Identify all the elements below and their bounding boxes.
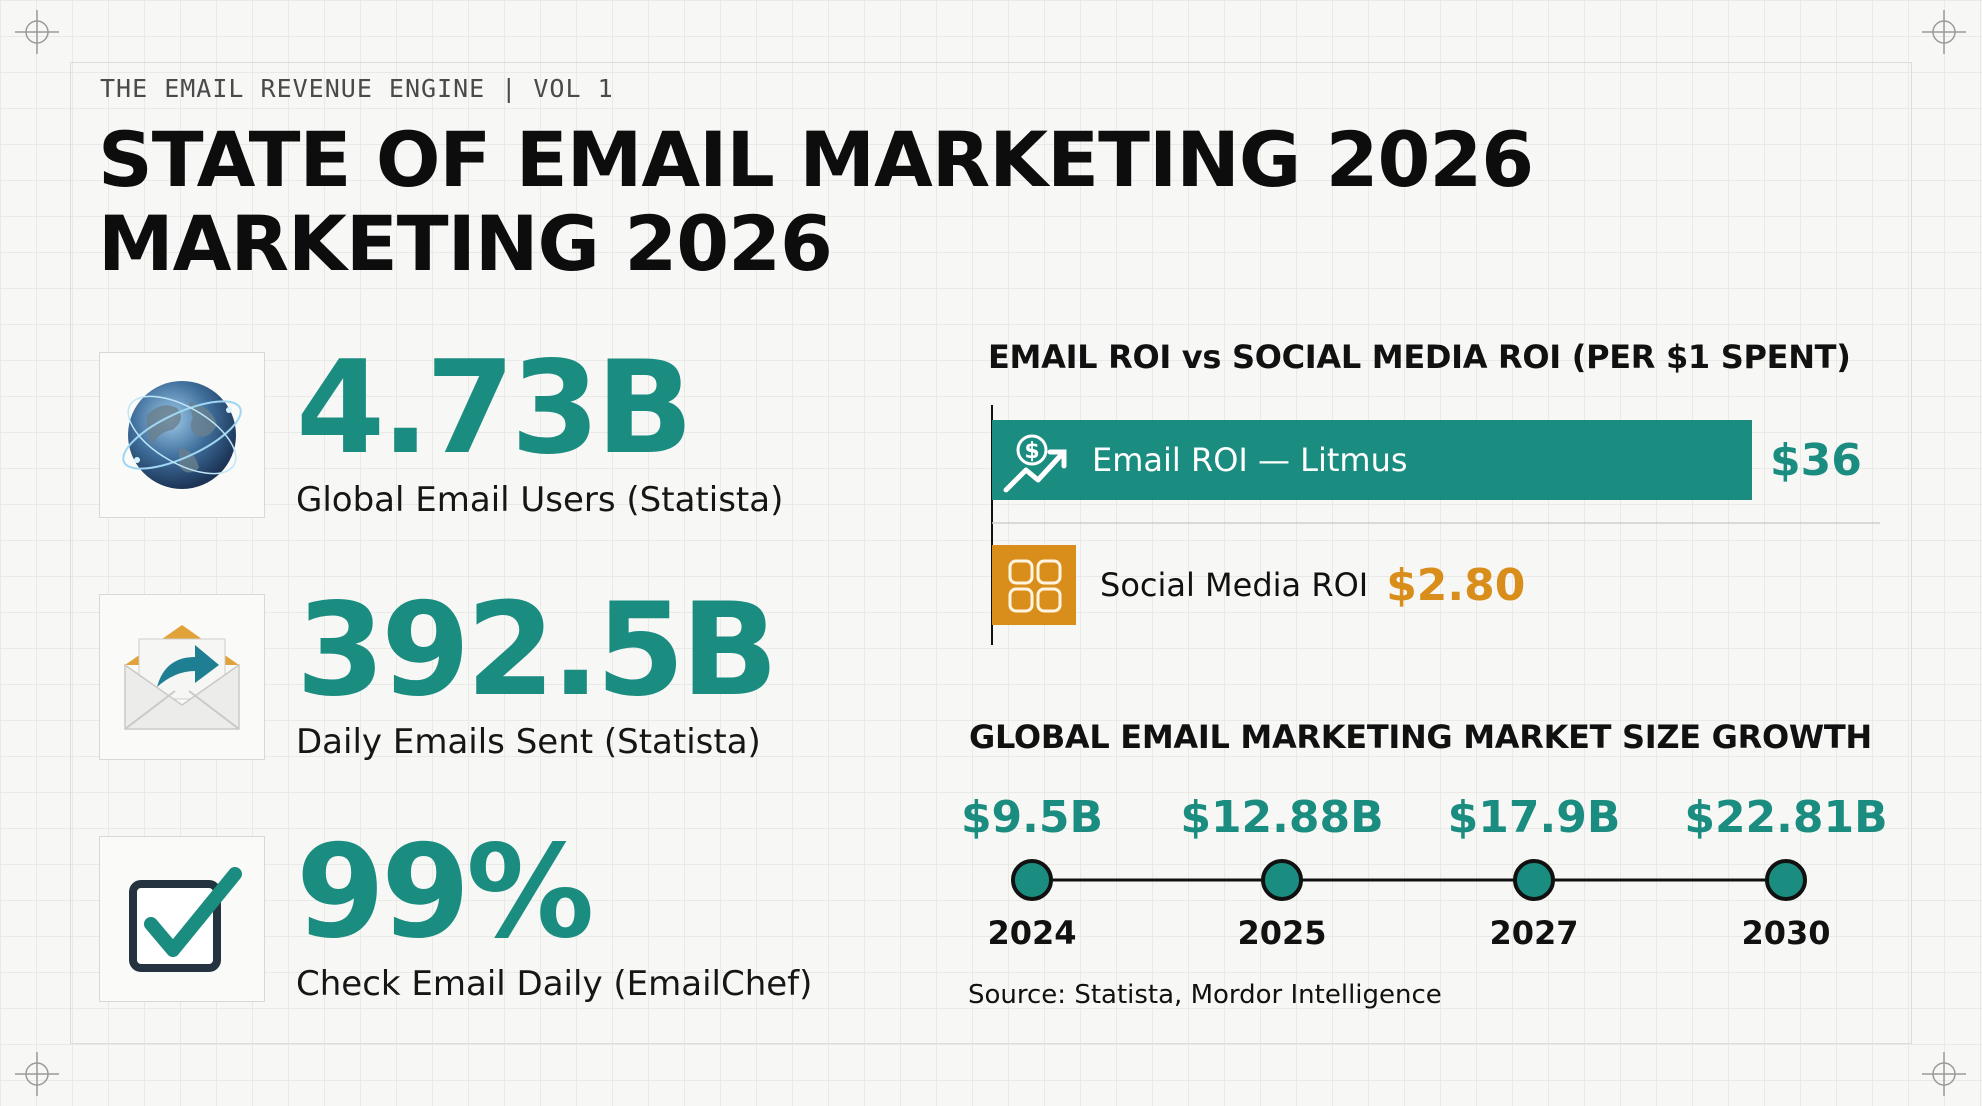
growth-dollar-icon: $ [1003,434,1067,493]
crosshair-icon [1922,10,1966,54]
growth-value-label: $22.81B [1684,792,1887,843]
roi-chart-title: EMAIL ROI vs SOCIAL MEDIA ROI (PER $1 SP… [988,338,1851,376]
page-frame [70,62,1912,1044]
checkbox-icon-box [99,836,265,1002]
crosshair-icon [15,10,59,54]
roi-bar [992,545,1076,625]
roi-value-label: $36 [1770,435,1862,486]
stat-label-check-daily: Check Email Daily (EmailChef) [296,964,813,1004]
globe-icon-box [99,352,265,518]
social-media-icon [1008,559,1062,613]
page-title: STATE OF EMAIL MARKETING 2026 MARKETING … [98,118,1798,286]
roi-value-label: $2.80 [1386,560,1525,611]
globe-icon [122,381,242,489]
stat-label-daily-emails: Daily Emails Sent (Statista) [296,722,761,762]
stat-value-check-daily: 99% [296,818,594,967]
growth-year-label: 2025 [1237,914,1326,952]
checkbox-icon [129,867,242,972]
growth-year-label: 2030 [1741,914,1830,952]
source-note: Source: Statista, Mordor Intelligence [968,980,1442,1010]
title-line-1: STATE OF EMAIL MARKETING 2026 [98,115,1534,204]
crosshair-icon [1922,1052,1966,1096]
growth-value-label: $17.9B [1448,792,1621,843]
roi-bar-label: Email ROI — Litmus [1092,441,1408,479]
growth-point [1765,859,1807,901]
growth-point [1513,859,1555,901]
envelope-icon-box [99,594,265,760]
growth-year-label: 2027 [1489,914,1578,952]
stat-label-email-users: Global Email Users (Statista) [296,480,784,520]
svg-text:$: $ [1024,439,1039,464]
growth-year-label: 2024 [987,914,1076,952]
stat-value-daily-emails: 392.5B [296,576,778,725]
roi-chart: $ Email ROI — Litmus $36 Social Media ROI $2… [991,405,1880,645]
roi-bar-label: Social Media ROI [1100,566,1368,604]
envelope-icon [124,625,240,730]
growth-chart-title: GLOBAL EMAIL MARKETING MARKET SIZE GROWT… [969,718,1872,756]
growth-value-label: $12.88B [1180,792,1383,843]
growth-chart: $9.5B 2024 $12.88B 2025 $17.9B 2027 $22.81B 203… [961,792,1888,952]
title-line-2: MARKETING 2026 [98,199,833,288]
kicker-text: THE EMAIL REVENUE ENGINE | VOL 1 [100,74,614,103]
roi-bar [992,420,1752,500]
stat-value-email-users: 4.73B [296,334,693,483]
growth-value-label: $9.5B [961,792,1103,843]
crosshair-icon [15,1052,59,1096]
growth-point [1261,859,1303,901]
growth-point [1011,859,1053,901]
